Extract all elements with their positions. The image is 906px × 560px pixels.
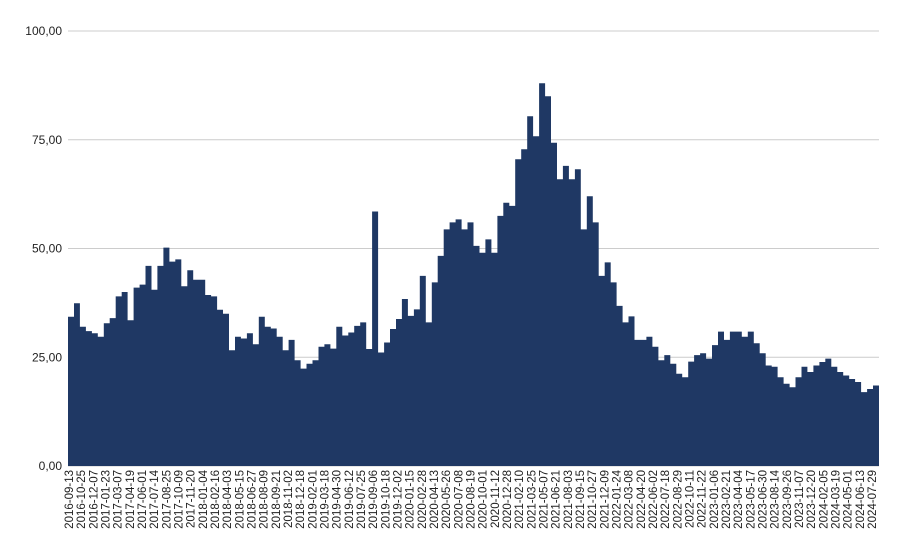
x-tick-label: 2021-08-03 [563,470,575,529]
x-tick-label: 2016-10-25 [76,470,88,529]
x-tick-label: 2019-10-18 [380,470,392,529]
x-tick-label: 2019-09-06 [368,470,380,529]
y-tick-label: 100,00 [25,24,62,38]
x-tick-label: 2020-08-19 [466,470,478,529]
x-tick-label: 2022-07-18 [660,470,672,529]
x-tick-label: 2022-04-20 [636,470,648,529]
x-tick-label: 2020-05-26 [441,470,453,529]
x-tick-label: 2022-11-22 [697,470,709,528]
x-tick-label: 2017-10-09 [174,470,186,529]
x-tick-label: 2018-09-21 [271,470,283,529]
x-tick-label: 2020-12-28 [502,470,514,529]
x-tick-label: 2018-06-27 [247,470,259,529]
x-tick-label: 2023-06-30 [758,470,770,529]
series-area [68,83,879,466]
x-tick-label: 2020-04-13 [429,470,441,529]
x-tick-label: 2024-06-13 [855,470,867,529]
x-tick-label: 2022-06-02 [648,470,660,529]
x-tick-label: 2021-12-09 [599,470,611,529]
x-tick-label: 2017-06-01 [137,470,149,529]
y-tick-label: 25,00 [32,350,62,364]
x-axis: 2016-09-13 2016-10-25 2016-12-07 2017-01-23… [64,469,879,528]
x-tick-label: 2023-02-21 [721,470,733,529]
y-tick-label: 0,00 [39,459,63,473]
x-tick-label: 2019-12-02 [393,470,405,529]
x-tick-label: 2017-07-14 [149,469,161,528]
x-tick-label: 2017-08-25 [161,470,173,529]
x-tick-label: 2018-08-09 [259,470,271,529]
x-tick-label: 2019-02-01 [307,470,319,529]
x-tick-label: 2018-04-03 [222,470,234,529]
x-tick-label: 2018-02-16 [210,470,222,529]
y-tick-label: 50,00 [32,242,62,256]
x-tick-label: 2023-05-17 [745,470,757,529]
x-tick-label: 2022-10-11 [685,470,697,528]
x-tick-label: 2023-01-06 [709,470,721,529]
x-tick-label: 2023-09-26 [782,470,794,529]
x-tick-label: 2023-11-07 [794,470,806,528]
x-tick-label: 2022-08-29 [672,470,684,529]
y-tick-label: 75,00 [32,133,62,147]
x-tick-label: 2016-09-13 [64,470,76,529]
x-tick-label: 2021-03-25 [526,470,538,529]
x-tick-label: 2019-03-18 [320,470,332,529]
x-tick-label: 2024-02-05 [818,470,830,529]
x-tick-label: 2017-01-23 [101,470,113,529]
x-tick-label: 2024-05-01 [843,470,855,529]
x-tick-label: 2021-05-07 [539,470,551,529]
x-tick-label: 2017-04-19 [125,470,137,529]
x-tick-label: 2020-01-15 [405,470,417,529]
x-tick-label: 2018-12-18 [295,470,307,529]
x-tick-label: 2024-03-19 [831,470,843,529]
x-tick-label: 2022-03-08 [624,470,636,529]
x-tick-label: 2018-05-15 [234,470,246,529]
x-tick-label: 2020-02-28 [417,470,429,529]
x-tick-label: 2016-12-07 [88,470,100,529]
x-tick-label: 2022-01-24 [612,469,624,528]
y-axis: 0,00 25,00 50,00 75,00 100,00 [25,24,62,473]
x-tick-label: 2018-01-04 [198,469,210,528]
x-tick-label: 2017-11-20 [186,470,198,528]
x-tick-label: 2020-07-08 [453,470,465,529]
x-tick-label: 2019-07-25 [356,470,368,529]
x-tick-label: 2021-06-21 [551,470,563,529]
x-tick-label: 2019-04-30 [332,470,344,529]
x-tick-label: 2019-06-12 [344,470,356,529]
x-tick-label: 2023-04-04 [733,469,745,528]
x-tick-label: 2023-08-14 [770,469,782,528]
x-tick-label: 2023-12-20 [806,470,818,529]
x-tick-label: 2020-10-01 [478,470,490,529]
x-tick-label: 2021-02-10 [514,470,526,529]
x-tick-label: 2017-03-07 [113,470,125,529]
x-tick-label: 2024-07-29 [867,470,879,529]
x-tick-label: 2020-11-12 [490,470,502,528]
x-tick-label: 2021-10-27 [587,470,599,529]
x-tick-label: 2018-11-02 [283,470,295,528]
x-tick-label: 2021-09-15 [575,470,587,529]
